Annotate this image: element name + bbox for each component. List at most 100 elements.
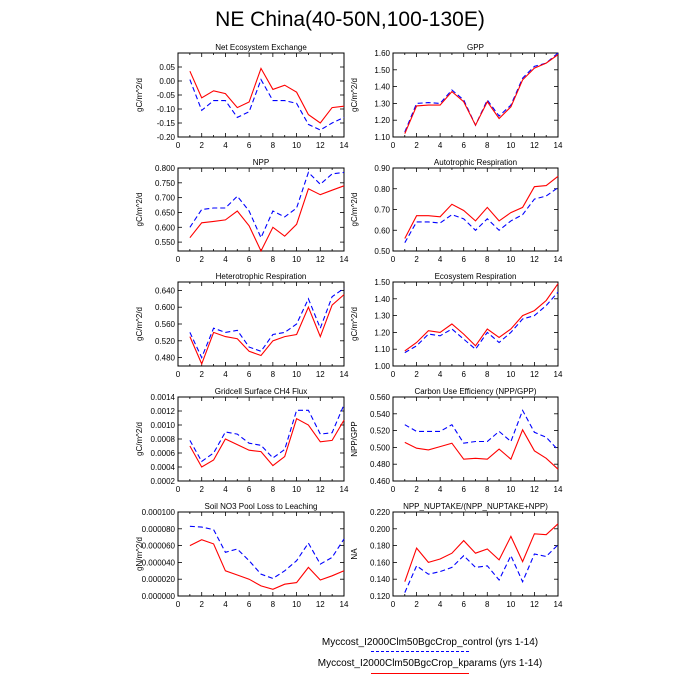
panel-2-ytick-label: 0.700 [155,194,176,203]
panel-9-frame [392,511,559,597]
panel-1-ytick-label: 1.60 [374,49,390,58]
panel-9-xtick-label: 14 [554,600,563,609]
panel-9-xtick-label: 0 [391,600,396,609]
panel-8-xtick-label: 6 [247,600,252,609]
panel-2-xtick-label: 12 [316,255,325,264]
panel-1-series-kparams-line [404,54,559,134]
panel-0-ytick-label: 0.00 [159,77,175,86]
panel-2-xtick-label: 14 [340,255,349,264]
panel-0-title: Net Ecosystem Exchange [215,43,307,52]
panel-8-ytick-label: 0.000000 [142,592,176,601]
panel-4-xtick-label: 0 [176,370,181,379]
panel-1-ytick-label: 1.50 [374,66,390,75]
panel-8-xtick-label: 8 [271,600,276,609]
panel-1-xtick-label: 4 [438,141,443,150]
panel-0-frame [177,52,345,138]
panel-8-xtick-label: 2 [199,600,204,609]
panel-7-ytick-label: 0.480 [370,460,391,469]
panel-0-ylabel: gC/m^2/d [135,78,144,112]
panel-4-xtick-label: 6 [247,370,252,379]
panel-4-series-control-line [189,287,345,359]
panel-5-ytick-label: 1.10 [374,345,390,354]
panel-9-series-kparams-line [404,523,559,582]
panel-9-xtick-label: 8 [485,600,490,609]
panel-3-xtick-label: 8 [485,255,490,264]
panel-8-xtick-label: 14 [340,600,349,609]
legend-label-control: Myccost_I2000Clm50BgcCrop_control (yrs 1… [321,637,539,648]
panel-7-title: Carbon Use Efficiency (NPP/GPP) [414,387,536,396]
panel-6-xtick-label: 14 [340,485,349,494]
panel-8-title: Soil NO3 Pool Loss to Leaching [205,502,318,511]
panel-9-xtick-label: 4 [438,600,443,609]
panel-3-series-control-line [404,187,559,243]
panel-7-xtick-label: 6 [461,485,466,494]
panel-2-series-control-line [189,171,345,240]
panel-6-ylabel: gC/m^2/d [135,422,144,456]
panel-9-ytick-label: 0.200 [370,525,391,534]
panel-8-series-kparams-line [189,539,345,590]
panel-8-xtick-label: 4 [223,600,228,609]
panel-6-series-control-line [189,404,345,463]
panel-3-xtick-label: 10 [506,255,515,264]
panel-1-xtick-label: 0 [391,141,396,150]
panel-2-ytick-label: 0.550 [155,238,176,247]
panel-6-xtick-label: 2 [199,485,204,494]
panel-1-title: GPP [467,43,484,52]
panel-5-ylabel: gC/m^2/d [350,307,359,341]
panel-4-series-kparams-line [189,294,345,366]
panel-6-ytick-label: 0.0010 [151,421,176,430]
panel-9-xtick-label: 2 [414,600,419,609]
panel-0-xtick-label: 4 [223,141,228,150]
panel-0-ytick-label: -0.05 [157,91,176,100]
panel-3-ytick-label: 0.70 [374,206,390,215]
panel-6-xtick-label: 12 [316,485,325,494]
panel-7-ylabel: NPP/GPP [350,421,359,457]
panel-3-xtick-label: 2 [414,255,419,264]
panel-8-ytick-label: 0.000060 [142,542,176,551]
panel-7-ytick-label: 0.460 [370,477,391,486]
panel-4-xtick-label: 8 [271,370,276,379]
panel-8-xtick-label: 10 [292,600,301,609]
panel-1-ytick-label: 1.30 [374,99,390,108]
panel-1-ytick-label: 1.40 [374,83,390,92]
panel-0-xtick-label: 12 [316,141,325,150]
panel-7-xtick-label: 8 [485,485,490,494]
panel-3-xtick-label: 12 [530,255,539,264]
panel-4-xtick-label: 14 [340,370,349,379]
panel-6-frame [177,396,345,482]
panel-6-title: Gridcell Surface CH4 Flux [215,387,307,396]
panel-7-frame [392,396,559,482]
panel-4-xtick-label: 4 [223,370,228,379]
panel-7-ytick-label: 0.560 [370,393,391,402]
panel-9-xtick-label: 12 [530,600,539,609]
panel-1-ylabel: gC/m^2/d [350,78,359,112]
panel-5-xtick-label: 6 [461,370,466,379]
panel-8-frame [177,511,345,597]
panel-9-ytick-label: 0.140 [370,575,391,584]
panel-0-series-kparams-line [189,67,345,124]
panel-3-ytick-label: 0.60 [374,226,390,235]
panel-4-ytick-label: 0.600 [155,303,176,312]
panel-2-xtick-label: 6 [247,255,252,264]
panel-4-ytick-label: 0.520 [155,337,176,346]
panel-2-xtick-label: 10 [292,255,301,264]
panel-5-xtick-label: 14 [554,370,563,379]
panel-5-title: Ecosystem Respiration [435,272,517,281]
panel-3-title: Autotrophic Respiration [434,158,517,167]
panel-0-xtick-label: 6 [247,141,252,150]
panel-2-ytick-label: 0.600 [155,223,176,232]
panel-2-title: NPP [253,158,269,167]
panel-7-series-kparams-line [404,428,559,470]
panel-8-xtick-label: 0 [176,600,181,609]
panel-5-xtick-label: 8 [485,370,490,379]
panel-4-ylabel: gC/m^2/d [135,307,144,341]
panel-4-xtick-label: 2 [199,370,204,379]
panel-7-xtick-label: 12 [530,485,539,494]
panel-2-ytick-label: 0.800 [155,164,176,173]
panel-0-ytick-label: 0.05 [159,63,175,72]
panel-3-xtick-label: 0 [391,255,396,264]
panel-2-ylabel: gC/m^2/d [135,193,144,227]
panel-1-xtick-label: 6 [461,141,466,150]
panel-3-series-kparams-line [404,175,559,239]
panel-5-series-control-line [404,291,559,354]
